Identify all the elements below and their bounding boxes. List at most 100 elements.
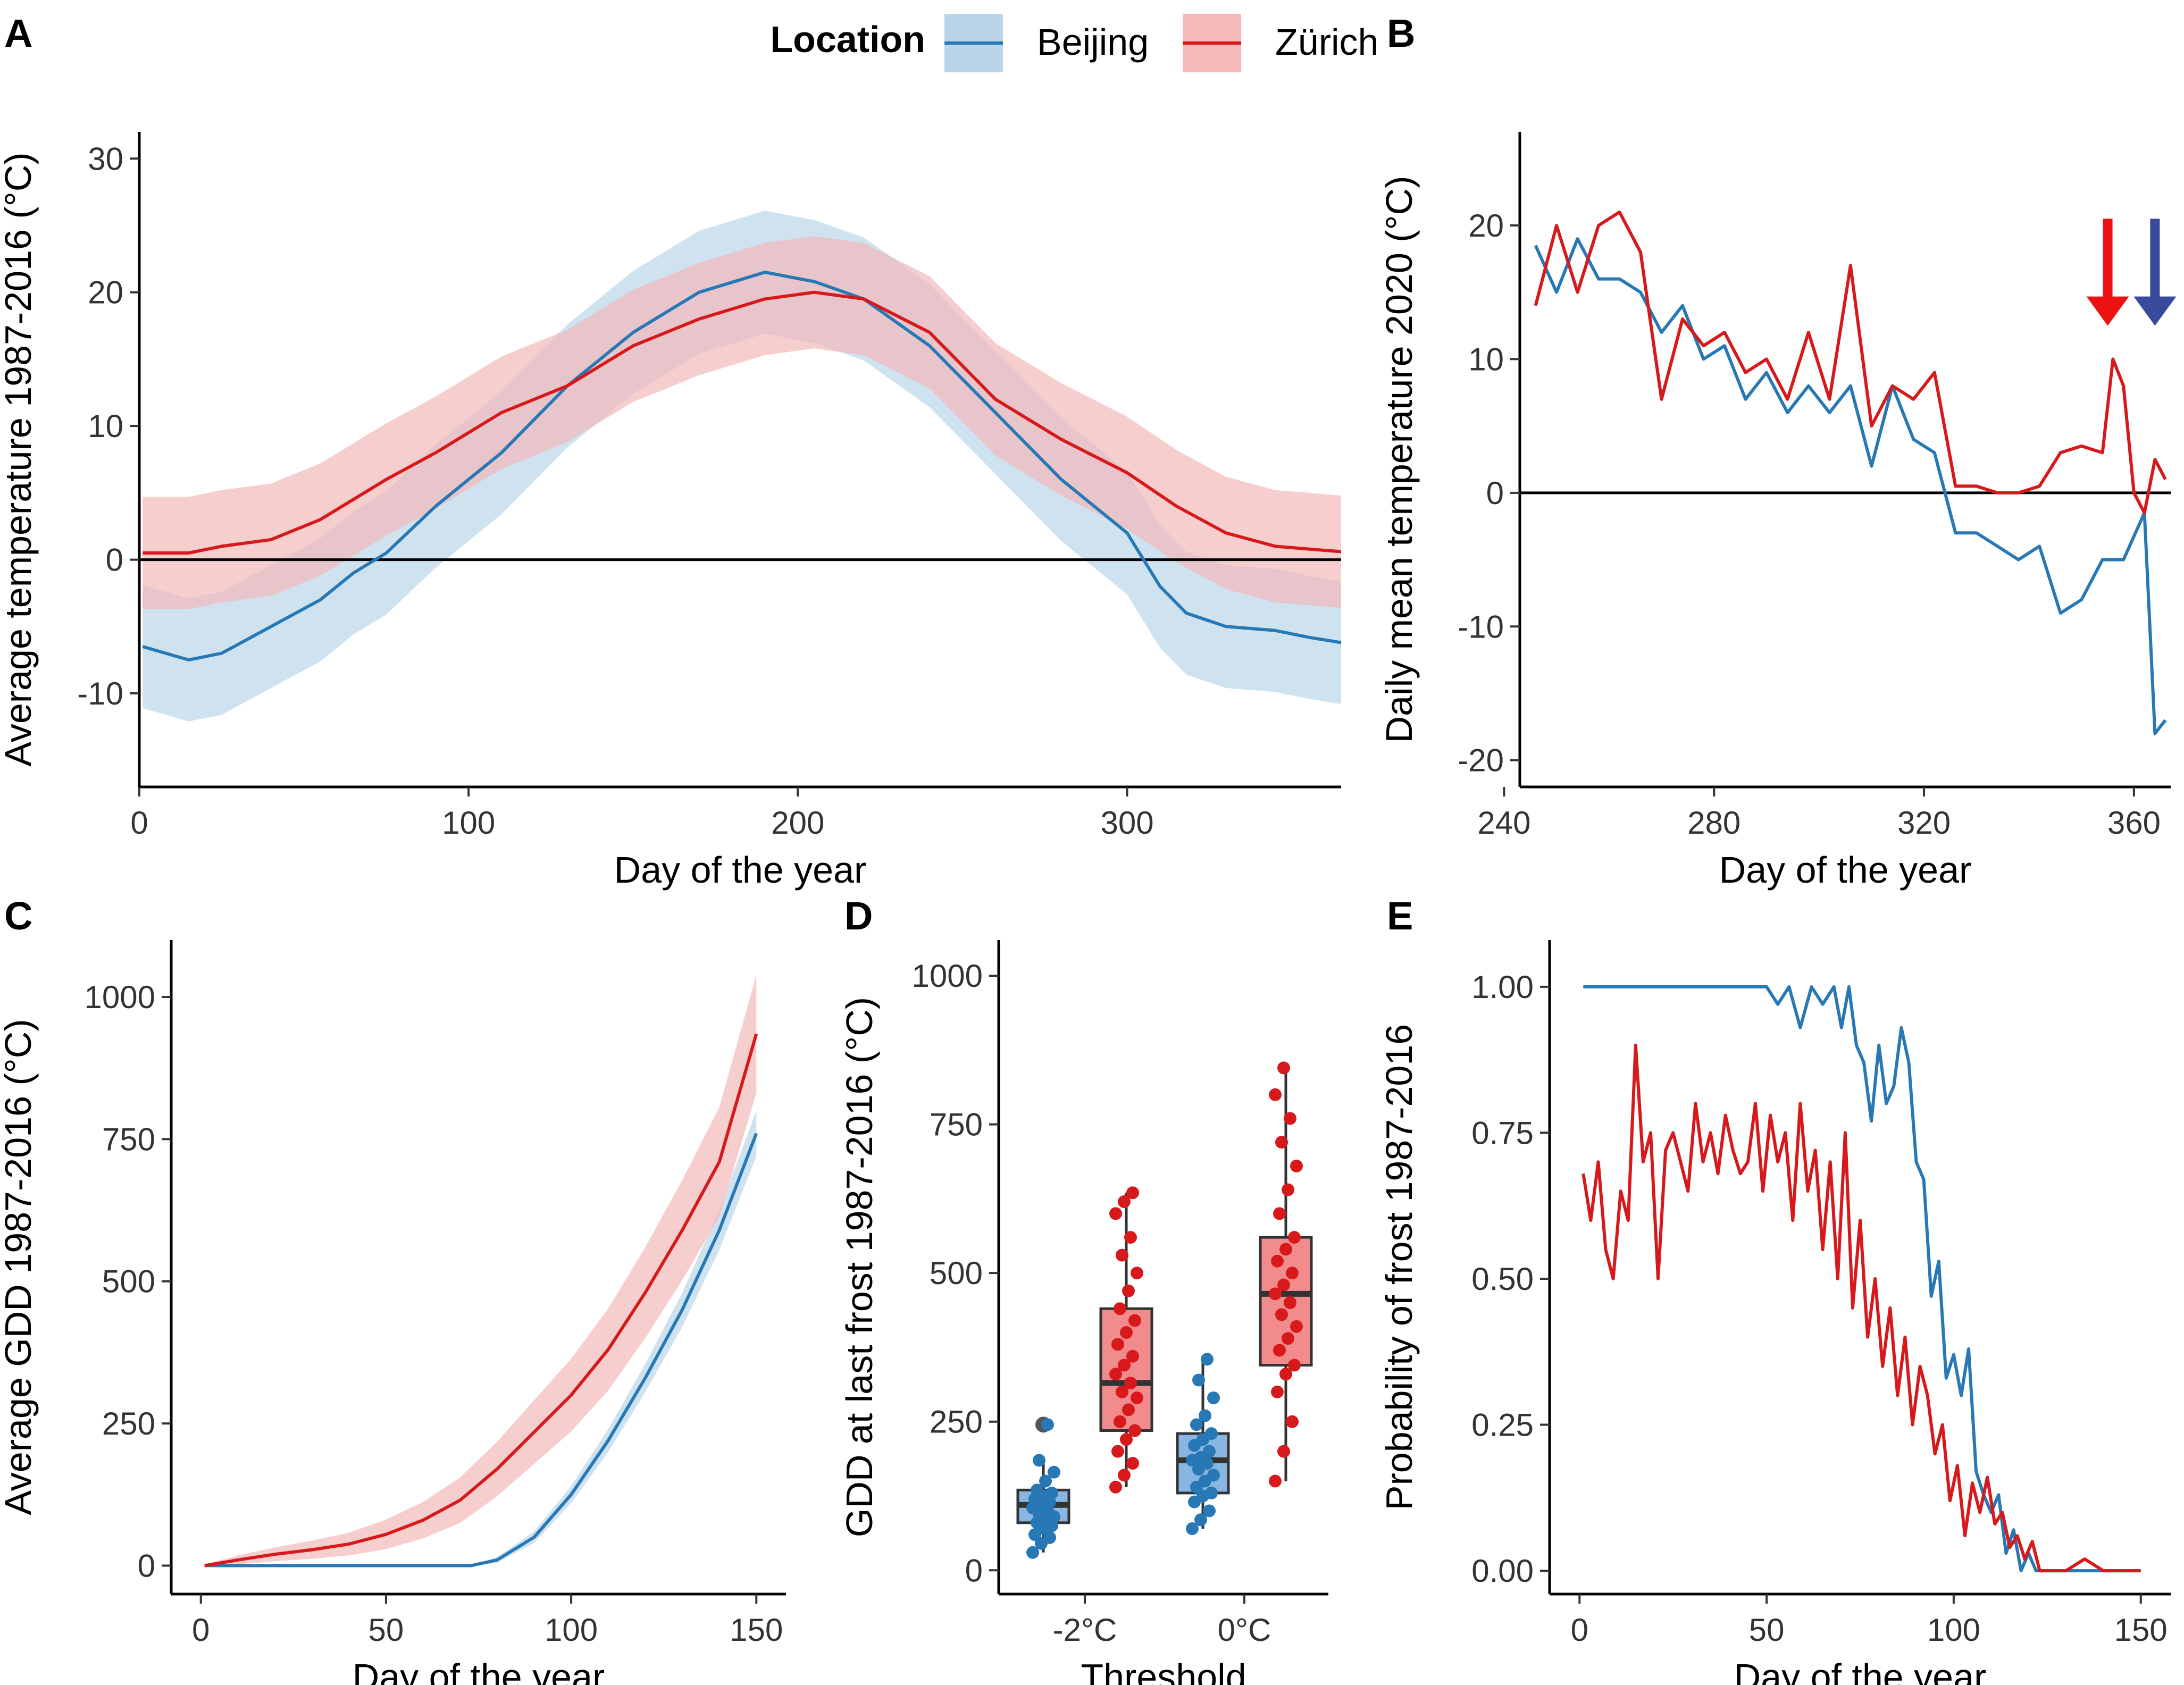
data-point-zurich (1118, 1469, 1131, 1482)
data-point-zurich (1282, 1332, 1294, 1345)
data-point-zurich (1271, 1385, 1284, 1398)
data-point-beijing (1190, 1418, 1203, 1431)
data-point-zurich (1286, 1415, 1299, 1428)
data-point-zurich (1120, 1326, 1133, 1339)
y-tick-label: 30 (88, 141, 123, 177)
data-point-zurich (1114, 1302, 1126, 1315)
series-line-beijing (1583, 985, 2141, 1573)
y-tick-label: 1000 (912, 958, 983, 994)
data-point-zurich (1284, 1296, 1296, 1310)
data-point-beijing (1194, 1513, 1207, 1527)
data-point-beijing (1199, 1409, 1211, 1422)
data-point-zurich (1277, 1061, 1290, 1075)
panel-b: -20 -10 0 10 20 240 280 320 360 Day of the year Da… (1378, 132, 2177, 891)
data-point-beijing (1201, 1353, 1214, 1366)
data-point-zurich (1269, 1474, 1282, 1488)
data-point-zurich (1111, 1338, 1124, 1351)
ribbon-zurich (143, 236, 1342, 609)
data-point-zurich (1271, 1254, 1284, 1268)
data-point-zurich (1273, 1207, 1286, 1220)
data-point-zurich (1116, 1385, 1128, 1398)
panel-label-d: D (844, 894, 873, 938)
x-axis-title: Day of the year (1734, 1656, 1987, 1685)
data-point-zurich (1279, 1368, 1292, 1381)
data-point-zurich (1118, 1359, 1131, 1372)
data-point-zurich (1114, 1415, 1126, 1428)
x-axis-title: Day of the year (1719, 849, 1972, 891)
y-tick-label: -10 (77, 676, 123, 711)
y-tick-label: 20 (88, 275, 123, 311)
panel-label-b: B (1387, 11, 1415, 55)
x-tick-label: 0 (1571, 1612, 1588, 1648)
data-point-zurich (1120, 1433, 1133, 1446)
y-tick-label: 0.00 (1471, 1553, 1534, 1589)
data-point-beijing (1207, 1391, 1220, 1404)
data-point-zurich (1269, 1287, 1282, 1301)
legend-title: Location (770, 19, 925, 60)
y-tick-label: 0.25 (1471, 1407, 1534, 1443)
data-point-zurich (1131, 1267, 1143, 1280)
legend: Location Beijing Zürich (770, 14, 1378, 72)
x-tick-label: 300 (1100, 805, 1153, 841)
data-point-zurich (1118, 1195, 1131, 1208)
data-point-zurich (1275, 1136, 1288, 1149)
x-tick-label: 280 (1687, 805, 1740, 841)
data-point-beijing (1186, 1522, 1199, 1535)
data-point-zurich (1277, 1278, 1290, 1292)
data-point-zurich (1284, 1112, 1296, 1125)
data-point-beijing (1205, 1427, 1218, 1440)
data-point-zurich (1288, 1359, 1301, 1372)
x-tick-label: 320 (1897, 805, 1951, 841)
data-point-zurich (1269, 1088, 1282, 1101)
x-tick-label: 0 (130, 805, 148, 841)
y-tick-label: 0 (138, 1548, 155, 1584)
y-tick-label: 250 (930, 1404, 983, 1440)
data-point-zurich (1275, 1308, 1288, 1321)
data-point-zurich (1286, 1267, 1299, 1280)
data-point-zurich (1273, 1344, 1286, 1357)
data-point-beijing (1026, 1546, 1039, 1559)
series-line-zurich (1534, 210, 2167, 515)
data-point-zurich (1282, 1183, 1294, 1196)
x-tick-label: 100 (1927, 1612, 1980, 1648)
data-point-zurich (1279, 1243, 1292, 1256)
data-point-zurich (1290, 1320, 1303, 1333)
data-point-zurich (1122, 1403, 1135, 1416)
ribbon-zurich (204, 975, 757, 1566)
panel-e: 0.00 0.25 0.50 0.75 1.00 0 50 100 150 Day of the … (1378, 940, 2171, 1685)
y-tick-label: 0.75 (1471, 1115, 1534, 1151)
data-point-beijing (1192, 1373, 1205, 1387)
panel-c: 0 250 500 750 1000 0 50 100 150 Day of the year Av… (0, 940, 786, 1685)
series-line-zurich (204, 1033, 758, 1567)
x-tick-label: 50 (369, 1612, 404, 1648)
data-point-beijing (1205, 1486, 1218, 1499)
y-axis-title: Daily mean temperature 2020 (°C) (1378, 176, 1420, 743)
series-line-beijing (1534, 237, 2167, 735)
x-axis-title: Threshold (1081, 1656, 1246, 1685)
data-point-beijing (1031, 1483, 1043, 1497)
data-point-zurich (1128, 1314, 1141, 1327)
x-tick-label: 360 (2107, 805, 2161, 841)
x-tick-label: 0°C (1218, 1612, 1271, 1648)
y-tick-label: 1000 (85, 979, 155, 1015)
x-axis-title: Day of the year (353, 1656, 605, 1685)
x-tick-label: 150 (730, 1612, 783, 1648)
x-tick-label: 200 (771, 805, 824, 841)
y-tick-label: 250 (102, 1406, 155, 1441)
x-tick-label: 100 (545, 1612, 598, 1648)
data-point-beijing (1207, 1469, 1220, 1482)
data-point-zurich (1126, 1349, 1139, 1363)
data-point-zurich (1124, 1231, 1137, 1244)
panel-label-e: E (1387, 894, 1413, 938)
y-tick-label: 1.00 (1471, 969, 1534, 1005)
data-point-zurich (1109, 1368, 1122, 1381)
data-point-zurich (1109, 1480, 1122, 1494)
x-tick-label: 0 (192, 1612, 210, 1648)
data-point-zurich (1288, 1231, 1301, 1244)
y-tick-label: 0 (106, 542, 123, 578)
data-point-zurich (1122, 1284, 1135, 1297)
series-line-zurich (1581, 1043, 2141, 1573)
panel-label-c: C (4, 894, 32, 938)
